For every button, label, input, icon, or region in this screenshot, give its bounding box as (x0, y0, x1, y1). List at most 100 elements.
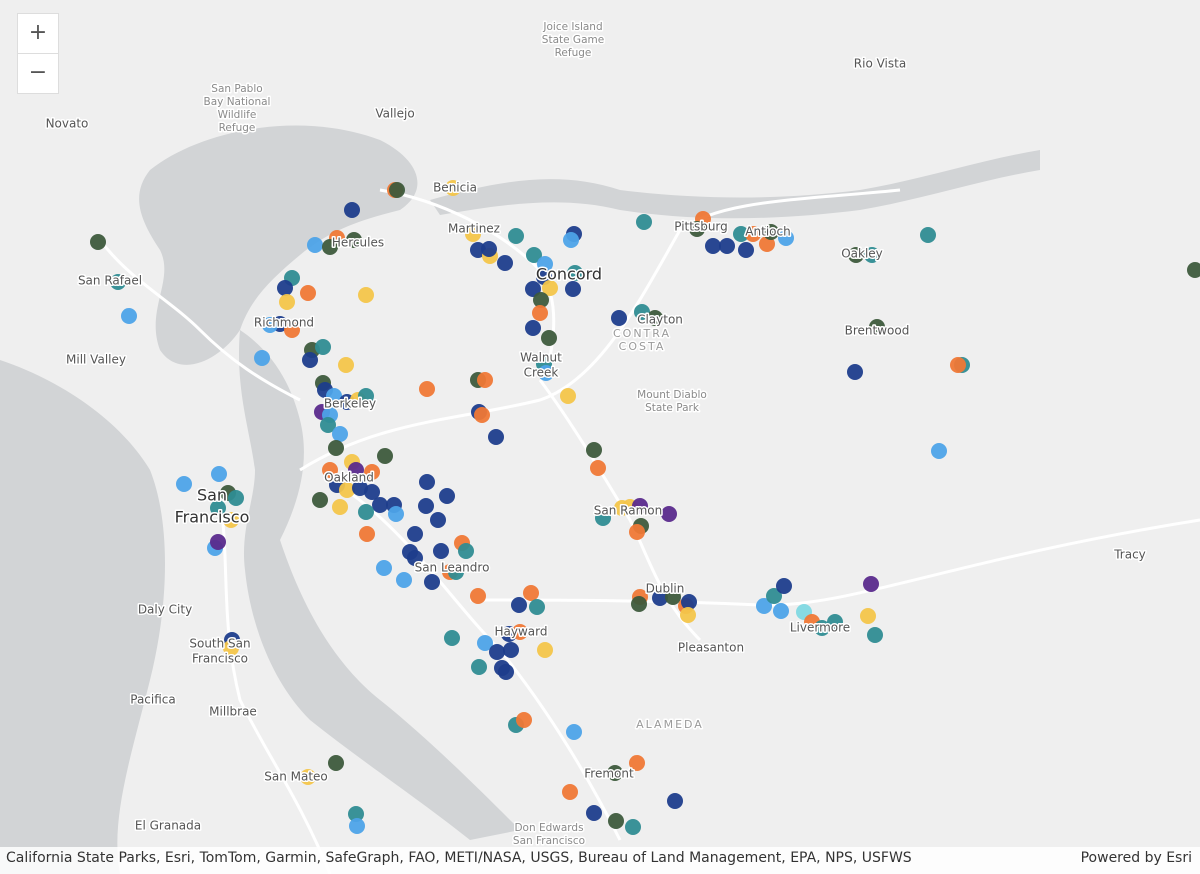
map-point[interactable] (847, 364, 863, 380)
map-point[interactable] (389, 182, 405, 198)
map-point[interactable] (526, 247, 542, 263)
map-point[interactable] (358, 287, 374, 303)
map-point[interactable] (661, 506, 677, 522)
map-point[interactable] (608, 813, 624, 829)
map-point[interactable] (931, 443, 947, 459)
map-point[interactable] (525, 281, 541, 297)
map-point[interactable] (532, 305, 548, 321)
map-point[interactable] (338, 357, 354, 373)
map-point[interactable] (537, 642, 553, 658)
map-point[interactable] (541, 330, 557, 346)
map-point[interactable] (210, 500, 226, 516)
map-point[interactable] (433, 543, 449, 559)
map-point[interactable] (328, 755, 344, 771)
map-point[interactable] (636, 214, 652, 230)
map-point[interactable] (364, 484, 380, 500)
map-point[interactable] (223, 640, 239, 656)
map-point[interactable] (776, 578, 792, 594)
map-point[interactable] (396, 572, 412, 588)
map-point[interactable] (773, 603, 789, 619)
map-point[interactable] (349, 818, 365, 834)
map-point[interactable] (665, 589, 681, 605)
map-point[interactable] (477, 635, 493, 651)
map-point[interactable] (358, 504, 374, 520)
map-point[interactable] (439, 488, 455, 504)
map-point[interactable] (228, 490, 244, 506)
map-point[interactable] (176, 476, 192, 492)
map-point[interactable] (595, 510, 611, 526)
map-point[interactable] (210, 534, 226, 550)
map-point[interactable] (607, 765, 623, 781)
map-point[interactable] (474, 407, 490, 423)
map-point[interactable] (756, 598, 772, 614)
map-point[interactable] (300, 769, 316, 785)
map-point[interactable] (586, 805, 602, 821)
map-point[interactable] (388, 506, 404, 522)
map-point[interactable] (667, 793, 683, 809)
map-point[interactable] (586, 442, 602, 458)
map-point[interactable] (652, 590, 668, 606)
map-point[interactable] (689, 221, 705, 237)
map-point[interactable] (738, 242, 754, 258)
map-point[interactable] (445, 180, 461, 196)
map-point[interactable] (827, 614, 843, 630)
map-point[interactable] (814, 620, 830, 636)
map-point[interactable] (418, 498, 434, 514)
map-point[interactable] (542, 280, 558, 296)
map-point[interactable] (950, 357, 966, 373)
map-point[interactable] (419, 381, 435, 397)
map-point[interactable] (631, 596, 647, 612)
map-point[interactable] (538, 365, 554, 381)
map-point[interactable] (705, 238, 721, 254)
map-point[interactable] (566, 724, 582, 740)
map-point[interactable] (332, 426, 348, 442)
map-point[interactable] (358, 388, 374, 404)
map-point[interactable] (733, 226, 749, 242)
map-point[interactable] (869, 319, 885, 335)
map-point[interactable] (302, 352, 318, 368)
map-point[interactable] (339, 482, 355, 498)
map-point[interactable] (284, 322, 300, 338)
map-point[interactable] (647, 310, 663, 326)
map-point[interactable] (110, 274, 126, 290)
map-point[interactable] (448, 564, 464, 580)
map-point[interactable] (1187, 262, 1200, 278)
map-point[interactable] (211, 466, 227, 482)
map-point[interactable] (778, 230, 794, 246)
map-point[interactable] (920, 227, 936, 243)
map-point[interactable] (529, 599, 545, 615)
map-point[interactable] (503, 642, 519, 658)
map-point[interactable] (511, 597, 527, 613)
map-point[interactable] (223, 512, 239, 528)
map-point[interactable] (470, 588, 486, 604)
map-point[interactable] (407, 550, 423, 566)
map-point[interactable] (680, 607, 696, 623)
map-point[interactable] (279, 294, 295, 310)
map-point[interactable] (763, 224, 779, 240)
map-point[interactable] (277, 280, 293, 296)
map-point[interactable] (488, 429, 504, 445)
map-point[interactable] (344, 202, 360, 218)
map-point[interactable] (625, 819, 641, 835)
map-point[interactable] (465, 226, 481, 242)
map-point[interactable] (766, 588, 782, 604)
map-point[interactable] (860, 608, 876, 624)
map-point[interactable] (364, 464, 380, 480)
map-point[interactable] (864, 247, 880, 263)
map-point[interactable] (322, 239, 338, 255)
map-point[interactable] (262, 317, 278, 333)
map-point[interactable] (458, 543, 474, 559)
map-point[interactable] (563, 232, 579, 248)
map-point[interactable] (326, 388, 342, 404)
map-point[interactable] (567, 265, 583, 281)
map-point[interactable] (537, 256, 553, 272)
map-point[interactable] (312, 492, 328, 508)
map-point[interactable] (377, 448, 393, 464)
map-point[interactable] (523, 585, 539, 601)
map-point[interactable] (745, 226, 761, 242)
map-point[interactable] (444, 630, 460, 646)
zoom-in-button[interactable]: + (17, 13, 59, 54)
map-point[interactable] (477, 372, 493, 388)
map-point[interactable] (300, 285, 316, 301)
map-point[interactable] (359, 526, 375, 542)
